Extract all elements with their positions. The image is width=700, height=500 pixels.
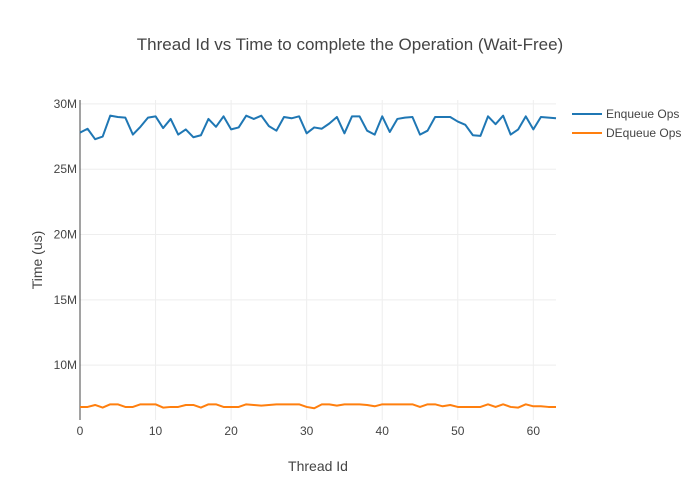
x-tick-label: 10 bbox=[149, 424, 163, 438]
y-tick-label: 25M bbox=[54, 162, 77, 176]
x-tick-label: 0 bbox=[77, 424, 84, 438]
x-tick-label: 20 bbox=[224, 424, 238, 438]
y-tick-label: 15M bbox=[54, 293, 77, 307]
y-axis-title: Time (us) bbox=[29, 231, 45, 290]
x-tick-label: 30 bbox=[300, 424, 314, 438]
y-tick-label: 30M bbox=[54, 97, 77, 111]
chart-title: Thread Id vs Time to complete the Operat… bbox=[137, 35, 563, 54]
tick-labels: 0 10 20 30 40 50 60 10M 15M 20M 25M 30M bbox=[54, 97, 541, 438]
x-tick-label: 60 bbox=[527, 424, 541, 438]
series-line-dequeue-ops bbox=[80, 403, 556, 410]
series-lines bbox=[79, 114, 557, 410]
x-tick-label: 50 bbox=[451, 424, 465, 438]
legend: Enqueue Ops DEqueue Ops bbox=[572, 107, 681, 140]
x-axis-title: Thread Id bbox=[288, 458, 348, 474]
y-tick-label: 20M bbox=[54, 228, 77, 242]
x-tick-label: 40 bbox=[376, 424, 390, 438]
series-line-enqueue-ops bbox=[79, 114, 557, 141]
grid bbox=[80, 100, 556, 420]
legend-label: DEqueue Ops bbox=[606, 126, 681, 140]
y-tick-label: 10M bbox=[54, 358, 77, 372]
legend-label: Enqueue Ops bbox=[606, 107, 679, 121]
